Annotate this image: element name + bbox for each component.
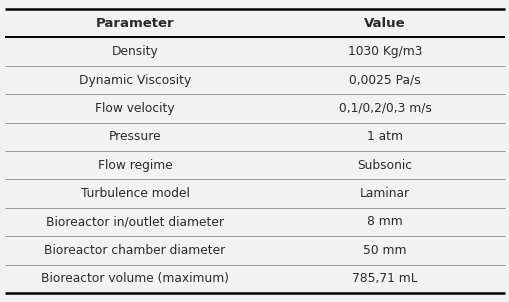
Text: 50 mm: 50 mm	[362, 244, 406, 257]
Text: Flow regime: Flow regime	[98, 159, 172, 172]
Text: Bioreactor in/outlet diameter: Bioreactor in/outlet diameter	[46, 215, 223, 229]
Text: Flow velocity: Flow velocity	[95, 102, 175, 115]
Text: Density: Density	[111, 45, 158, 58]
Text: Parameter: Parameter	[96, 17, 174, 30]
Text: Bioreactor volume (maximum): Bioreactor volume (maximum)	[41, 272, 229, 285]
Text: Laminar: Laminar	[359, 187, 409, 200]
Text: Turbulence model: Turbulence model	[80, 187, 189, 200]
Text: 1 atm: 1 atm	[366, 130, 402, 143]
Text: Pressure: Pressure	[108, 130, 161, 143]
Text: Dynamic Viscosity: Dynamic Viscosity	[79, 73, 191, 87]
Text: 0,1/0,2/0,3 m/s: 0,1/0,2/0,3 m/s	[338, 102, 431, 115]
Text: Subsonic: Subsonic	[357, 159, 412, 172]
Text: 785,71 mL: 785,71 mL	[351, 272, 417, 285]
Text: Bioreactor chamber diameter: Bioreactor chamber diameter	[44, 244, 225, 257]
Text: 8 mm: 8 mm	[366, 215, 402, 229]
Text: Value: Value	[363, 17, 405, 30]
Text: 1030 Kg/m3: 1030 Kg/m3	[347, 45, 421, 58]
Text: 0,0025 Pa/s: 0,0025 Pa/s	[349, 73, 420, 87]
